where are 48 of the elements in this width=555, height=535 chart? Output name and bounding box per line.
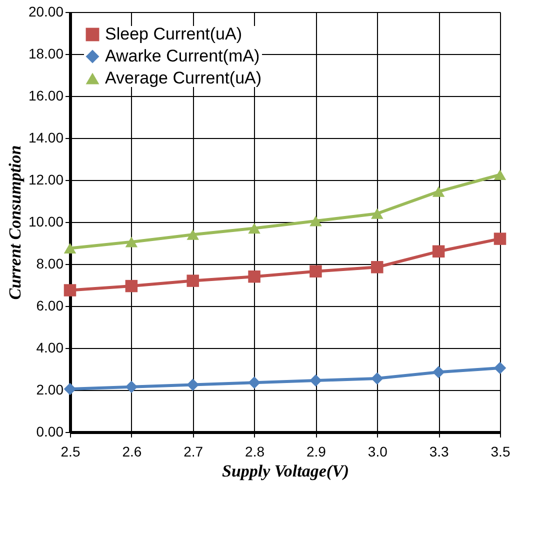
point <box>432 366 445 378</box>
y-tick-label: 8.00 <box>36 256 64 272</box>
x-tick-label: 3.3 <box>429 444 450 460</box>
point <box>248 376 260 389</box>
legend-label: Sleep Current(uA) <box>105 24 242 44</box>
y-tick-label: 6.00 <box>36 298 64 314</box>
y-tick-label: 0.00 <box>36 424 64 440</box>
x-tick-label: 2.7 <box>184 444 204 460</box>
x-tick-label: 2.8 <box>245 444 265 460</box>
point <box>310 374 322 387</box>
point <box>125 236 138 248</box>
y-tick-label: 12.00 <box>28 172 64 188</box>
y-axis-title: Current Consumption <box>5 145 24 300</box>
point <box>248 222 260 234</box>
point <box>64 284 76 296</box>
y-tick-label: 4.00 <box>36 340 64 356</box>
point <box>310 265 322 278</box>
point <box>371 208 384 219</box>
point <box>494 232 506 245</box>
point <box>125 380 138 393</box>
point <box>494 169 506 180</box>
y-tick-label: 18.00 <box>28 46 64 62</box>
point <box>125 280 138 292</box>
y-tick-label: 2.00 <box>36 382 64 398</box>
point <box>432 245 445 258</box>
point <box>186 378 199 391</box>
x-tick-label: 2.6 <box>122 444 142 460</box>
point <box>432 186 445 197</box>
x-tick-label: 2.9 <box>306 444 326 460</box>
y-tick-label: 14.00 <box>28 130 64 146</box>
point <box>248 270 260 283</box>
x-tick-label: 3.0 <box>368 444 388 460</box>
legend-label: Awarke Current(mA) <box>105 46 260 66</box>
point <box>64 242 76 254</box>
point <box>371 372 384 385</box>
point <box>186 274 199 287</box>
point <box>494 362 506 374</box>
x-tick-label: 2.5 <box>60 444 80 460</box>
x-axis-title: Supply Voltage(V) <box>222 462 350 480</box>
point <box>186 229 199 240</box>
legend-label: Average Current(uA) <box>105 68 262 88</box>
y-tick-label: 20.00 <box>28 4 64 20</box>
point <box>64 382 76 396</box>
x-tick-label: 3.5 <box>490 444 510 460</box>
point <box>310 216 322 226</box>
y-tick-label: 16.00 <box>28 88 64 104</box>
y-tick-label: 10.00 <box>28 214 64 230</box>
point <box>371 261 384 274</box>
